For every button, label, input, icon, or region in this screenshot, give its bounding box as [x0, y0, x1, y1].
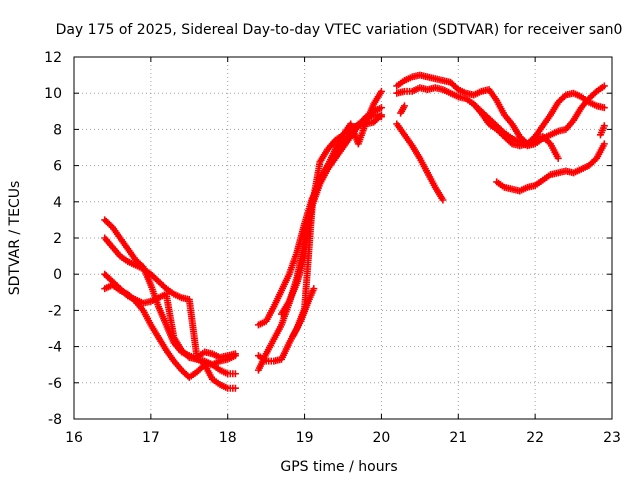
- y-tick-label: -4: [48, 340, 62, 356]
- series-s4: [101, 281, 239, 392]
- y-tick-label: 12: [44, 50, 62, 66]
- data-point: [310, 285, 318, 293]
- x-axis-label: GPS time / hours: [280, 459, 397, 475]
- data-point: [439, 196, 447, 204]
- data-point: [231, 370, 239, 378]
- data-points: [101, 71, 608, 392]
- y-tick-label: -8: [48, 412, 62, 428]
- y-tick-label: 0: [53, 267, 62, 283]
- y-axis-label: SDTVAR / TECUs: [7, 181, 23, 296]
- chart-title: Day 175 of 2025, Sidereal Day-to-day VTE…: [56, 22, 623, 38]
- x-tick-label: 23: [603, 430, 621, 446]
- data-point: [600, 82, 608, 90]
- series-s9: [289, 285, 318, 340]
- data-point: [600, 140, 608, 148]
- series-s8: [278, 87, 385, 318]
- y-tick-label: 4: [53, 195, 62, 211]
- series-s2: [101, 234, 239, 361]
- data-point: [377, 111, 385, 119]
- data-point: [231, 384, 239, 392]
- data-point: [231, 350, 239, 358]
- series-s14: [470, 82, 608, 150]
- x-tick-label: 19: [296, 430, 314, 446]
- data-point: [377, 104, 385, 112]
- x-tick-label: 22: [526, 430, 544, 446]
- series-s10: [393, 120, 447, 204]
- y-tick-label: 2: [53, 231, 62, 247]
- x-tick-label: 16: [65, 430, 83, 446]
- data-point: [377, 87, 385, 95]
- series-s16: [596, 122, 608, 139]
- data-point: [400, 102, 408, 110]
- x-tick-label: 18: [219, 430, 237, 446]
- y-tick-label: 10: [44, 86, 62, 102]
- axis-ticks: [73, 56, 613, 420]
- series-s11: [397, 102, 408, 117]
- y-tick-label: -6: [48, 376, 62, 392]
- data-point: [600, 104, 608, 112]
- y-tick-label: -2: [48, 303, 62, 319]
- x-tick-label: 20: [373, 430, 391, 446]
- y-tick-labels: -8 -6 -4 -2 0 2 4 6 8 10 12: [44, 50, 62, 428]
- x-tick-label: 17: [142, 430, 160, 446]
- x-tick-label: 21: [449, 430, 467, 446]
- data-point: [600, 122, 608, 130]
- x-tick-labels: 16 17 18 19 20 21 22 23: [65, 430, 621, 446]
- y-tick-label: 8: [53, 122, 62, 138]
- series-s15: [493, 140, 608, 195]
- data-point: [554, 154, 562, 162]
- y-tick-label: 6: [53, 159, 62, 175]
